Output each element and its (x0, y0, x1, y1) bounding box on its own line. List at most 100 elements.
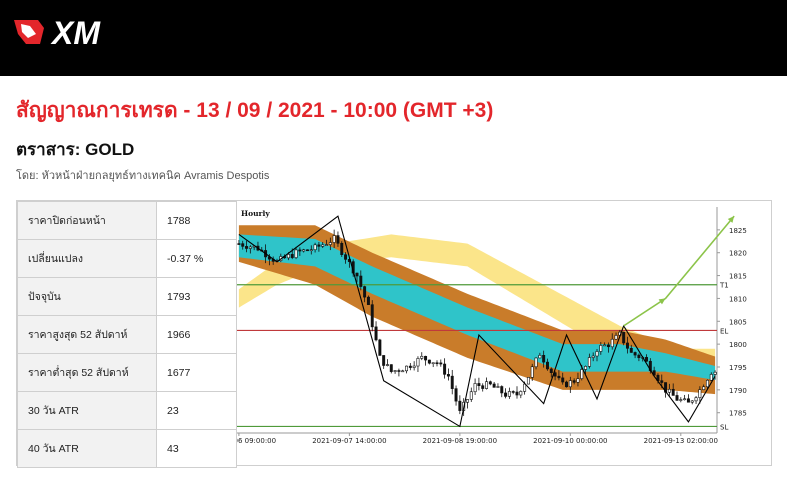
stats-table: ราคาปิดก่อนหน้า 1788 เปลี่ยนแปลง -0.37 % ป… (17, 201, 237, 468)
candle (355, 272, 359, 277)
candle (519, 391, 523, 396)
candle (477, 383, 481, 386)
candle (625, 342, 629, 349)
band-inner (238, 234, 716, 381)
signal-title: สัญญาณการเทรด - 13 / 09 / 2021 - 10:00 (… (16, 99, 494, 122)
candle (557, 375, 561, 379)
candle (245, 246, 249, 249)
y-tick-label: 1825 (729, 227, 747, 235)
candle (313, 244, 317, 250)
candle (416, 358, 420, 367)
candle (359, 275, 363, 287)
stat-value: 1966 (156, 315, 237, 354)
stats-row-atr40: 40 วัน ATR 43 (17, 429, 237, 468)
y-tick-label: 1795 (729, 364, 747, 372)
candle (485, 381, 489, 389)
candle (492, 383, 496, 388)
zigzag-line (238, 215, 716, 428)
candle (500, 386, 504, 394)
candle (431, 362, 435, 365)
site-header: XM (0, 0, 787, 76)
candle (572, 380, 576, 383)
y-tick-label: 1820 (729, 250, 747, 258)
level-label: SL (720, 423, 728, 431)
candle (290, 254, 294, 258)
candle (286, 254, 290, 259)
candle (473, 383, 477, 393)
candle (488, 381, 492, 385)
candle (405, 365, 409, 372)
candle (713, 371, 717, 375)
candle (294, 249, 298, 258)
logo-text: XM (50, 15, 101, 50)
candle (496, 386, 500, 388)
candle (584, 366, 588, 370)
timeframe-label: Hourly (241, 209, 270, 218)
candle (705, 379, 709, 388)
candle (424, 355, 428, 361)
stats-row-52w-high: ราคาสูงสุด 52 สัปดาห์ 1966 (17, 315, 237, 354)
candle (561, 377, 565, 383)
x-tick-label: 2021-09-08 19:00:00 (423, 437, 497, 445)
candle (298, 249, 302, 252)
instrument-label: ตราสาร: GOLD (16, 140, 135, 159)
candle (633, 352, 637, 356)
candle (344, 254, 348, 260)
stat-label: เปลี่ยนแปลง (17, 239, 157, 278)
y-tick-label: 1805 (729, 318, 747, 326)
candle (237, 243, 241, 245)
candle (542, 355, 546, 363)
candle (241, 243, 245, 247)
y-tick-label: 1800 (729, 341, 747, 349)
candle (374, 326, 378, 341)
candle (595, 351, 599, 357)
candle (568, 380, 572, 388)
stats-row-prev-close: ราคาปิดก่อนหน้า 1788 (17, 201, 237, 240)
candle (526, 377, 530, 385)
stat-label: ราคาปิดก่อนหน้า (17, 201, 157, 240)
candle (614, 335, 618, 340)
candle (389, 364, 393, 372)
candle (408, 365, 412, 368)
candle (690, 400, 694, 403)
candle (328, 242, 332, 245)
candle (446, 374, 450, 377)
candle (427, 359, 431, 364)
projection-arrow-1 (658, 298, 666, 305)
xm-logo[interactable]: XM (12, 14, 132, 50)
candle (686, 398, 690, 403)
candle (637, 354, 641, 359)
candle (675, 395, 679, 401)
candle (443, 363, 447, 375)
x-tick-label: 2021-09-13 02:00:00 (644, 437, 718, 445)
candle (709, 374, 713, 381)
candle (393, 370, 397, 372)
stat-label: ปัจจุบัน (17, 277, 157, 316)
candle (702, 386, 706, 390)
x-tick-label: 2021-09-06 09:00:00 (237, 437, 276, 445)
stat-label: ราคาสูงสุด 52 สัปดาห์ (17, 315, 157, 354)
candle (309, 249, 313, 251)
candle (599, 345, 603, 352)
candle (576, 378, 580, 383)
stats-row-current: ปัจจุบัน 1793 (17, 277, 237, 316)
candle (481, 385, 485, 389)
stats-row-atr30: 30 วัน ATR 23 (17, 391, 237, 430)
author-line: โดย: หัวหน้าฝ่ายกลยุทธ์ทางเทคนิค Avramis… (16, 170, 270, 182)
candle (302, 249, 306, 252)
candle (645, 357, 649, 362)
candle (248, 246, 252, 249)
candle (504, 392, 508, 397)
candle (511, 391, 515, 393)
candle (515, 391, 519, 396)
signal-panel: ราคาปิดก่อนหน้า 1788 เปลี่ยนแปลง -0.37 % ป… (16, 200, 772, 468)
stat-value: 1793 (156, 277, 237, 316)
y-tick-label: 1790 (729, 387, 747, 395)
candle (325, 244, 329, 246)
candle (305, 249, 309, 252)
candle (340, 242, 344, 255)
x-tick-label: 2021-09-07 14:00:00 (312, 437, 386, 445)
candle (332, 235, 336, 243)
candle (523, 383, 527, 392)
